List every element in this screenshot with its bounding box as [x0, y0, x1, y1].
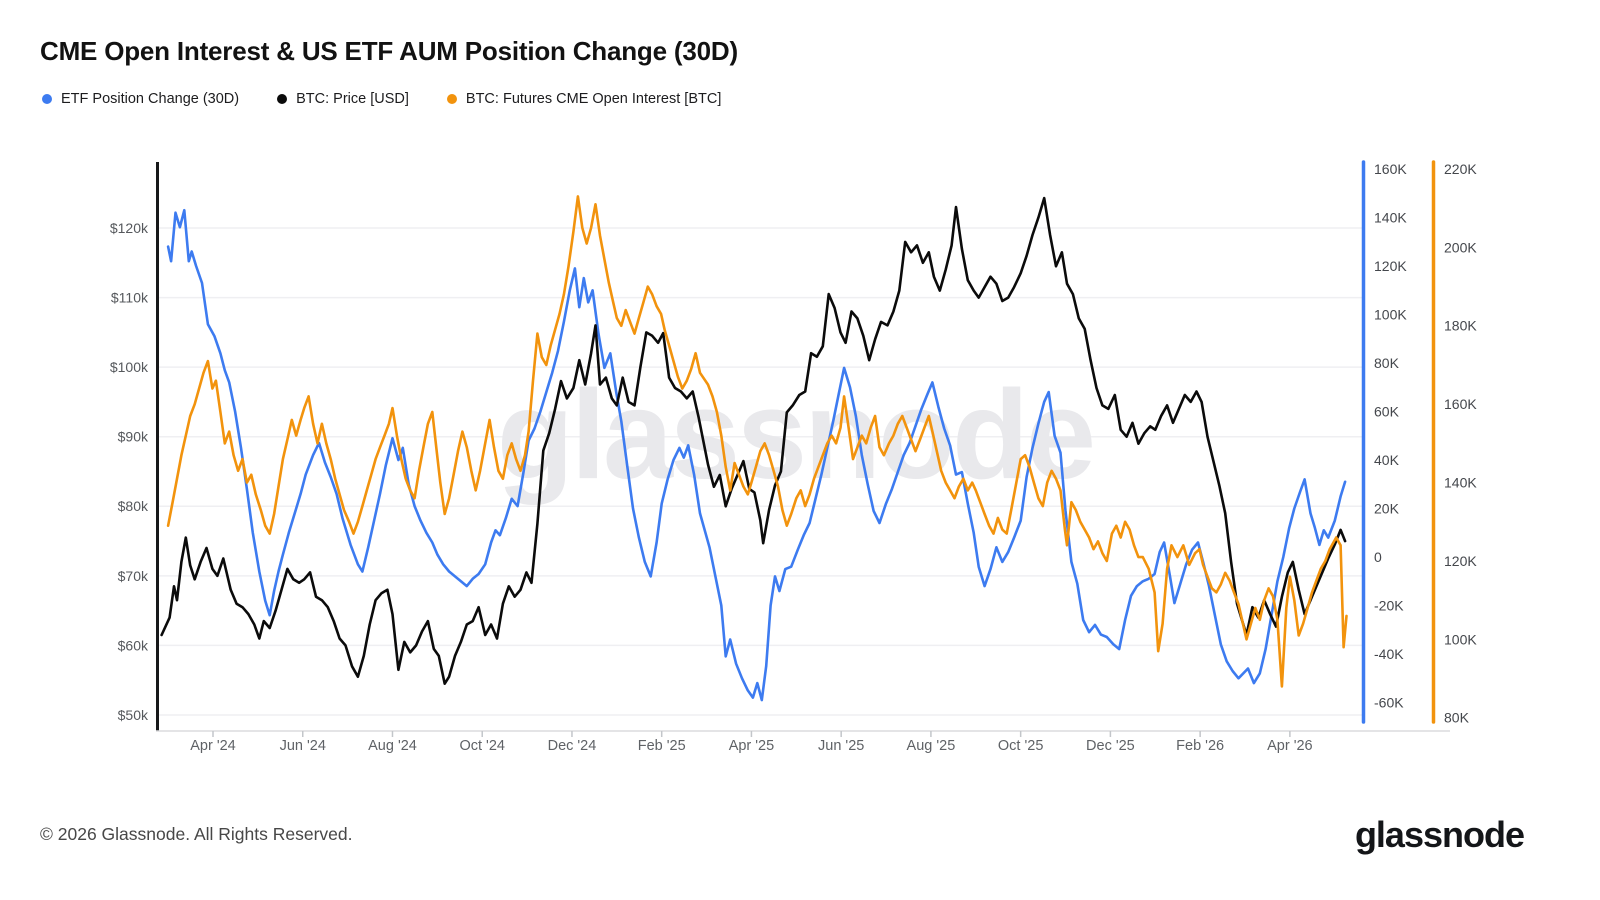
right-blue-tick-label: 0 — [1374, 549, 1382, 565]
footer-copyright: © 2026 Glassnode. All Rights Reserved. — [40, 824, 353, 844]
x-tick-label: Oct '24 — [459, 738, 504, 754]
right-blue-tick-label: -40K — [1374, 646, 1404, 662]
legend-item-2[interactable]: BTC: Futures CME Open Interest [BTC] — [446, 91, 722, 107]
x-tick-label: Apr '25 — [729, 738, 775, 754]
gridlines — [157, 227, 1363, 716]
right-orange-tick-label: 180K — [1444, 318, 1477, 334]
legend-dot-icon — [277, 94, 288, 104]
right-blue-tick-label: 40K — [1374, 452, 1400, 468]
page-title: CME Open Interest & US ETF AUM Position … — [40, 36, 738, 66]
legend: ETF Position Change (30D) BTC: Price [USD… — [42, 91, 721, 107]
x-tick-label: Aug '24 — [368, 738, 417, 754]
right-blue-tick-label: -20K — [1374, 597, 1404, 613]
x-tick-label: Feb '26 — [1176, 738, 1224, 754]
x-tick-label: Apr '24 — [190, 738, 236, 754]
x-tick-label: Jun '24 — [280, 738, 326, 754]
legend-dot-icon — [42, 94, 52, 104]
left-tick-label: $50k — [118, 707, 149, 723]
left-tick-label: $100k — [110, 359, 149, 375]
x-axis-ticks: Apr '24 Jun '24 Aug '24 Oct '24 Dec '24 Feb '… — [190, 731, 1313, 754]
right-blue-tick-label: 120K — [1374, 258, 1407, 274]
legend-dot-icon — [446, 94, 457, 104]
legend-item-1[interactable]: BTC: Price [USD] — [277, 91, 409, 107]
right-blue-tick-label: 140K — [1374, 209, 1407, 225]
left-axis-ticks: $120k $110k $100k $90k $80k $70k $60k $50k — [110, 220, 149, 723]
left-tick-label: $90k — [118, 429, 149, 445]
right-blue-tick-label: 60K — [1374, 403, 1400, 419]
watermark: glassnode — [497, 364, 1093, 505]
x-tick-label: Jun '25 — [818, 738, 864, 754]
right-orange-tick-label: 140K — [1444, 475, 1477, 491]
x-tick-label: Oct '25 — [998, 738, 1043, 754]
glassnode-logo: glassnode — [1354, 814, 1525, 855]
right-blue-tick-label: -60K — [1374, 694, 1404, 710]
right-orange-tick-label: 200K — [1444, 239, 1477, 255]
right-blue-tick-label: 160K — [1374, 161, 1407, 177]
left-tick-label: $60k — [118, 637, 149, 653]
left-tick-label: $120k — [110, 220, 149, 236]
left-tick-label: $70k — [118, 568, 149, 584]
series-group — [160, 195, 1348, 702]
right-orange-tick-label: 100K — [1444, 631, 1477, 647]
legend-label: BTC: Price [USD] — [296, 91, 409, 107]
x-tick-label: Aug '25 — [907, 738, 956, 754]
x-tick-label: Dec '25 — [1086, 738, 1135, 754]
x-tick-label: Dec '24 — [548, 738, 597, 754]
right-blue-tick-label: 100K — [1374, 306, 1407, 322]
series-line-2 — [166, 195, 1348, 688]
right-blue-tick-label: 20K — [1374, 500, 1400, 516]
right-orange-tick-label: 220K — [1444, 161, 1477, 177]
legend-label: BTC: Futures CME Open Interest [BTC] — [465, 91, 722, 107]
x-tick-label: Feb '25 — [638, 738, 686, 754]
right-orange-tick-label: 80K — [1444, 710, 1470, 726]
left-tick-label: $80k — [118, 498, 149, 514]
right-orange-tick-label: 160K — [1444, 396, 1477, 412]
legend-label: ETF Position Change (30D) — [61, 91, 240, 107]
right-blue-tick-label: 80K — [1374, 355, 1400, 371]
legend-item-0[interactable]: ETF Position Change (30D) — [42, 91, 239, 107]
left-tick-label: $110k — [111, 289, 149, 305]
x-tick-label: Apr '26 — [1267, 738, 1313, 754]
right-orange-tick-label: 120K — [1444, 553, 1477, 569]
right-orange-ticks: 220K 200K 180K 160K 140K 120K 100K 80K — [1444, 161, 1477, 726]
right-blue-ticks: 160K 140K 120K 100K 80K 60K 40K 20K 0 -20K -40K -60… — [1374, 161, 1407, 711]
